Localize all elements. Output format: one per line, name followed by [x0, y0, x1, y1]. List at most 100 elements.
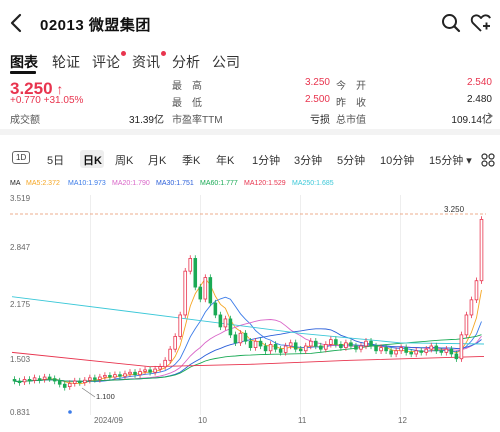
page-title: 02013 微盟集团 — [40, 17, 151, 34]
candle — [203, 277, 208, 300]
tab-comments[interactable]: 评论 — [92, 51, 126, 72]
period-monthly-k[interactable]: 月K — [148, 155, 167, 167]
candle — [374, 345, 378, 352]
candle — [158, 366, 162, 370]
candlestick-chart[interactable]: 3.250 1.100 — [0, 190, 500, 416]
candle — [258, 340, 263, 347]
tab-label: 分析 — [172, 54, 200, 70]
high-label: 最 高 — [172, 81, 202, 92]
ma5-legend: MA5:2.372 — [26, 180, 60, 187]
candle — [324, 344, 328, 350]
y-tick-label: 2.847 — [10, 243, 31, 252]
tab-label: 图表 — [10, 54, 38, 70]
last-price: 3.250 ↑ — [10, 79, 64, 98]
y-tick-label: 2.175 — [10, 300, 31, 309]
candle — [133, 371, 137, 376]
gridline — [400, 195, 401, 415]
x-tick-label: 10 — [198, 416, 207, 425]
period-yearly-k[interactable]: 年K — [216, 155, 235, 167]
prev-close-label: 昨 收 — [336, 98, 366, 109]
candle — [359, 345, 363, 350]
candle — [173, 336, 177, 350]
chevron-left-icon[interactable] — [8, 12, 26, 34]
tab-warrants[interactable]: 轮证 — [52, 52, 80, 72]
tab-company[interactable]: 公司 — [212, 52, 240, 72]
low-marker-label: 1.100 — [96, 392, 115, 401]
period-1d[interactable]: 1D — [12, 151, 31, 164]
tab-label: 评论 — [92, 54, 120, 70]
y-tick-label: 1.503 — [10, 355, 31, 364]
search-icon[interactable] — [440, 12, 462, 34]
tab-chart[interactable]: 图表 — [10, 52, 38, 72]
period-5d[interactable]: 5日 — [47, 155, 65, 167]
candle — [37, 378, 42, 381]
open-label: 今 开 — [336, 81, 366, 92]
candle — [83, 379, 87, 384]
chevron-right-icon[interactable] — [486, 112, 494, 120]
tab-label: 公司 — [212, 54, 240, 70]
candle — [78, 380, 82, 384]
turnover-value: 31.39亿 — [128, 115, 164, 126]
candle — [108, 375, 112, 378]
ma120-legend: MA120:1.529 — [244, 180, 286, 187]
header-bar: 02013 微盟集团 — [0, 0, 500, 46]
candle — [329, 339, 333, 345]
candle — [123, 373, 127, 377]
candle — [193, 258, 198, 288]
period-5min[interactable]: 5分钟 — [337, 155, 366, 167]
price-change: +0.770 +31.05% — [10, 95, 84, 106]
notification-dot — [161, 51, 166, 56]
candle — [183, 270, 188, 316]
period-quarterly-k[interactable]: 季K — [182, 155, 201, 167]
period-10min[interactable]: 10分钟 — [380, 155, 415, 167]
ma250-legend: MA250:1.685 — [292, 180, 334, 187]
high-value: 3.250 — [304, 77, 330, 88]
market-cap-label: 总市值 — [336, 115, 366, 126]
period-1min[interactable]: 1分钟 — [252, 155, 281, 167]
market-cap-value: 109.14亿 — [451, 115, 492, 126]
x-tick-label: 2024/09 — [94, 416, 123, 425]
candles — [12, 216, 484, 391]
candle — [263, 345, 268, 352]
candle — [143, 369, 147, 372]
candle — [22, 379, 27, 383]
candle — [419, 350, 424, 353]
event-dot — [68, 410, 72, 414]
candle — [62, 383, 67, 388]
x-tick-label: 11 — [298, 416, 307, 425]
candle — [404, 347, 408, 353]
candle — [198, 286, 203, 300]
open-value: 2.540 — [466, 77, 492, 88]
gridline — [200, 195, 201, 415]
candle — [248, 340, 253, 348]
pe-ttm-value: 亏损 — [310, 115, 330, 126]
gridline — [300, 195, 301, 415]
period-weekly-k[interactable]: 周K — [115, 155, 134, 167]
candle — [298, 348, 303, 352]
tab-label: 轮证 — [52, 54, 80, 70]
candle — [42, 376, 47, 380]
candle — [118, 374, 122, 377]
candle — [88, 377, 92, 381]
candle — [238, 332, 243, 344]
active-period-bg — [80, 150, 104, 168]
ma20-legend: MA20:1.790 — [112, 180, 150, 187]
tab-news[interactable]: 资讯 — [132, 51, 166, 72]
candle — [303, 345, 308, 352]
ma10-legend: MA10:1.973 — [68, 180, 106, 187]
ma120-line — [11, 351, 485, 368]
candle — [12, 379, 17, 382]
candle — [379, 347, 383, 352]
candle — [414, 350, 418, 355]
heart-plus-icon[interactable] — [470, 12, 492, 34]
candle — [168, 348, 172, 361]
period-daily-k[interactable]: 日K — [83, 155, 102, 167]
x-tick-label: 12 — [398, 416, 407, 425]
grid-settings-icon[interactable] — [481, 153, 495, 167]
period-15min-dropdown[interactable]: 15分钟 ▾ — [429, 155, 472, 167]
tab-analysis[interactable]: 分析 — [172, 52, 200, 72]
candle — [243, 332, 248, 342]
candle — [364, 340, 368, 347]
period-3min[interactable]: 3分钟 — [294, 155, 323, 167]
candle — [72, 380, 77, 384]
